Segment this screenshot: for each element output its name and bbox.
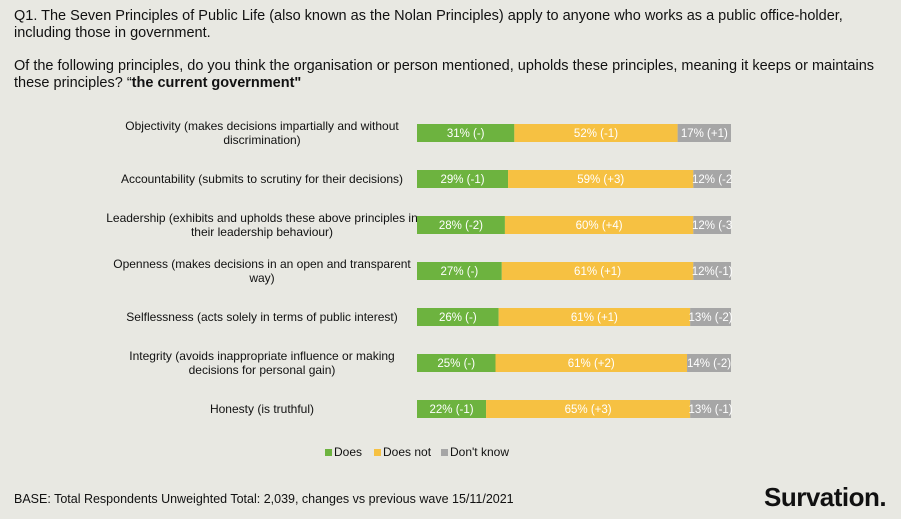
bar-segment-don-t-know xyxy=(677,124,731,142)
data-label: 12% (-3 xyxy=(692,220,732,232)
data-label: 22% (-1) xyxy=(429,404,473,416)
data-label: 28% (-2) xyxy=(439,220,483,232)
category-label: Accountability (submits to scrutiny for … xyxy=(121,172,403,186)
data-label: 25% (-) xyxy=(437,358,475,370)
category-label: their leadership behaviour) xyxy=(191,225,333,239)
bar-segment-don-t-know xyxy=(687,354,731,372)
bar-segment-does-not xyxy=(495,354,688,372)
data-label: 17% (+1) xyxy=(681,128,728,140)
bar-segment-does xyxy=(417,170,509,188)
bar-segment-does-not xyxy=(514,124,678,142)
data-label: 61% (+1) xyxy=(571,312,618,324)
bar-segment-does xyxy=(417,262,502,280)
legend-label: Don't know xyxy=(450,445,509,459)
question-line-2: Of the following principles, do you thin… xyxy=(14,58,884,92)
bar-segment-does xyxy=(417,124,515,142)
bar-segment-does-not xyxy=(498,308,691,326)
bar-segment-don-t-know xyxy=(693,262,731,280)
legend-swatch xyxy=(441,449,448,456)
bar-segment-does xyxy=(417,216,505,234)
bar-segment-does xyxy=(417,308,499,326)
category-label: Honesty (is truthful) xyxy=(210,402,314,416)
legend-swatch xyxy=(325,449,332,456)
data-label: 13% (-2) xyxy=(689,312,733,324)
bar-segment-does xyxy=(417,400,487,418)
data-label: 29% (-1) xyxy=(440,174,484,186)
base-note: BASE: Total Respondents Unweighted Total… xyxy=(14,492,514,506)
data-label: 12%(-1) xyxy=(692,266,733,278)
data-label: 14% (-2) xyxy=(687,358,731,370)
data-label: 61% (+1) xyxy=(574,266,621,278)
bar-segment-don-t-know xyxy=(693,170,731,188)
category-label: Integrity (avoids inappropriate influenc… xyxy=(129,349,394,363)
data-label: 59% (+3) xyxy=(577,174,624,186)
bar-segment-does-not xyxy=(501,262,694,280)
category-label: way) xyxy=(248,271,274,285)
data-label: 65% (+3) xyxy=(565,404,612,416)
category-label: decisions for personal gain) xyxy=(189,363,336,377)
category-label: Openness (makes decisions in an open and… xyxy=(113,257,411,271)
data-label: 13% (-1) xyxy=(689,404,733,416)
bar-segment-does-not xyxy=(508,170,694,188)
question-text: Q1. The Seven Principles of Public Life … xyxy=(14,8,884,108)
bar-segment-does-not xyxy=(486,400,691,418)
question-line-2-text: Of the following principles, do you thin… xyxy=(14,58,875,91)
bar-segment-don-t-know xyxy=(690,400,731,418)
category-label: Selflessness (acts solely in terms of pu… xyxy=(126,310,397,324)
bar-segment-don-t-know xyxy=(690,308,731,326)
legend-label: Does not xyxy=(383,445,432,459)
bar-segment-don-t-know xyxy=(693,216,731,234)
survation-logo: Survation. xyxy=(764,482,887,512)
category-label: Leadership (exhibits and upholds these a… xyxy=(106,211,418,225)
question-line-1: Q1. The Seven Principles of Public Life … xyxy=(14,8,843,41)
category-label: Objectivity (makes decisions impartially… xyxy=(125,119,399,133)
data-label: 52% (-1) xyxy=(574,128,618,140)
data-label: 60% (+4) xyxy=(576,220,623,232)
question-subject: the current government" xyxy=(131,75,302,91)
data-label: 61% (+2) xyxy=(568,358,615,370)
data-label: 12% (-2 xyxy=(692,174,732,186)
legend-swatch xyxy=(374,449,381,456)
bar-segment-does-not xyxy=(504,216,694,234)
bar-segment-does xyxy=(417,354,496,372)
legend-label: Does xyxy=(334,445,362,459)
category-label: discrimination) xyxy=(223,133,300,147)
data-label: 31% (-) xyxy=(447,128,485,140)
data-label: 27% (-) xyxy=(441,266,479,278)
data-label: 26% (-) xyxy=(439,312,477,324)
